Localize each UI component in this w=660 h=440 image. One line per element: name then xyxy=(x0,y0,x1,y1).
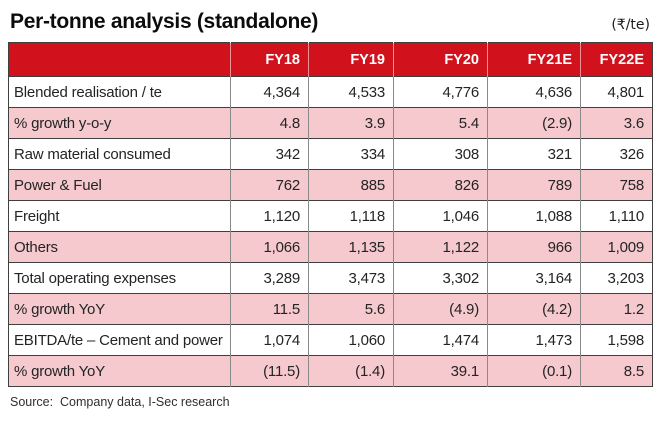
row-label: Freight xyxy=(8,200,231,232)
cell-value: 3,302 xyxy=(393,262,488,294)
cell-value: 1,009 xyxy=(580,231,653,263)
table-row: Freight 1,120 1,118 1,046 1,088 1,110 xyxy=(8,200,653,232)
cell-value: 1,060 xyxy=(308,324,394,356)
cell-value: 3,164 xyxy=(487,262,581,294)
row-label: Power & Fuel xyxy=(8,169,231,201)
cell-value: 1,122 xyxy=(393,231,488,263)
column-header-fy22e: FY22E xyxy=(580,42,653,77)
cell-value: 762 xyxy=(230,169,309,201)
cell-value: 326 xyxy=(580,138,653,170)
cell-value: 966 xyxy=(487,231,581,263)
cell-value: 1,074 xyxy=(230,324,309,356)
table-row: Total operating expenses 3,289 3,473 3,302 3… xyxy=(8,262,653,294)
row-label: % growth YoY xyxy=(8,293,231,325)
cell-value: 308 xyxy=(393,138,488,170)
column-header-fy21e: FY21E xyxy=(487,42,581,77)
cell-value: 1,118 xyxy=(308,200,394,232)
table-row: % growth YoY 11.5 5.6 (4.9) (4.2) 1.2 xyxy=(8,293,653,325)
per-tonne-table: FY18 FY19 FY20 FY21E FY22E Blended realisati… xyxy=(8,42,653,387)
row-label: % growth y-o-y xyxy=(8,107,231,139)
cell-value: 3.9 xyxy=(308,107,394,139)
column-header-fy18: FY18 xyxy=(230,42,309,77)
row-label: % growth YoY xyxy=(8,355,231,387)
cell-value: (2.9) xyxy=(487,107,581,139)
page-root: Per-tonne analysis (standalone) (₹/te) F… xyxy=(8,6,653,409)
column-header-fy19: FY19 xyxy=(308,42,394,77)
title-row: Per-tonne analysis (standalone) (₹/te) xyxy=(8,6,652,42)
cell-value: 826 xyxy=(393,169,488,201)
table-row: % growth y-o-y 4.8 3.9 5.4 (2.9) 3.6 xyxy=(8,107,653,139)
cell-value: 4,364 xyxy=(230,76,309,108)
cell-value: 1,473 xyxy=(487,324,581,356)
cell-value: 11.5 xyxy=(230,293,309,325)
cell-value: 1,088 xyxy=(487,200,581,232)
table-row: EBITDA/te – Cement and power 1,074 1,060 1,… xyxy=(8,324,653,356)
cell-value: 334 xyxy=(308,138,394,170)
row-label: Total operating expenses xyxy=(8,262,231,294)
cell-value: 1,474 xyxy=(393,324,488,356)
column-header-fy20: FY20 xyxy=(393,42,488,77)
cell-value: 3.6 xyxy=(580,107,653,139)
cell-value: 3,289 xyxy=(230,262,309,294)
cell-value: 1,120 xyxy=(230,200,309,232)
cell-value: (4.9) xyxy=(393,293,488,325)
cell-value: 342 xyxy=(230,138,309,170)
cell-value: 1,046 xyxy=(393,200,488,232)
cell-value: 3,203 xyxy=(580,262,653,294)
cell-value: 39.1 xyxy=(393,355,488,387)
source-note: Source: Company data, I-Sec research xyxy=(10,395,230,409)
row-label: EBITDA/te – Cement and power xyxy=(8,324,231,356)
cell-value: 5.6 xyxy=(308,293,394,325)
cell-value: 1.2 xyxy=(580,293,653,325)
header-row: FY18 FY19 FY20 FY21E FY22E xyxy=(8,42,653,77)
cell-value: (4.2) xyxy=(487,293,581,325)
column-header-blank xyxy=(8,42,231,77)
cell-value: (0.1) xyxy=(487,355,581,387)
cell-value: (11.5) xyxy=(230,355,309,387)
cell-value: 758 xyxy=(580,169,653,201)
cell-value: 5.4 xyxy=(393,107,488,139)
cell-value: 1,598 xyxy=(580,324,653,356)
page-title: Per-tonne analysis (standalone) xyxy=(10,10,319,33)
cell-value: (1.4) xyxy=(308,355,394,387)
cell-value: 1,135 xyxy=(308,231,394,263)
table-row: Raw material consumed 342 334 308 321 326 xyxy=(8,138,653,170)
cell-value: 4,636 xyxy=(487,76,581,108)
table-row: Power & Fuel 762 885 826 789 758 xyxy=(8,169,653,201)
row-label: Blended realisation / te xyxy=(8,76,231,108)
cell-value: 321 xyxy=(487,138,581,170)
cell-value: 4,533 xyxy=(308,76,394,108)
cell-value: 3,473 xyxy=(308,262,394,294)
cell-value: 1,110 xyxy=(580,200,653,232)
cell-value: 4,776 xyxy=(393,76,488,108)
cell-value: 789 xyxy=(487,169,581,201)
row-label: Raw material consumed xyxy=(8,138,231,170)
table-row: Others 1,066 1,135 1,122 966 1,009 xyxy=(8,231,653,263)
row-label: Others xyxy=(8,231,231,263)
table-row: % growth YoY (11.5) (1.4) 39.1 (0.1) 8.5 xyxy=(8,355,653,387)
unit-label: (₹/te) xyxy=(611,17,650,33)
cell-value: 1,066 xyxy=(230,231,309,263)
cell-value: 885 xyxy=(308,169,394,201)
cell-value: 4,801 xyxy=(580,76,653,108)
table-row: Blended realisation / te 4,364 4,533 4,776 4… xyxy=(8,76,653,108)
cell-value: 4.8 xyxy=(230,107,309,139)
cell-value: 8.5 xyxy=(580,355,653,387)
